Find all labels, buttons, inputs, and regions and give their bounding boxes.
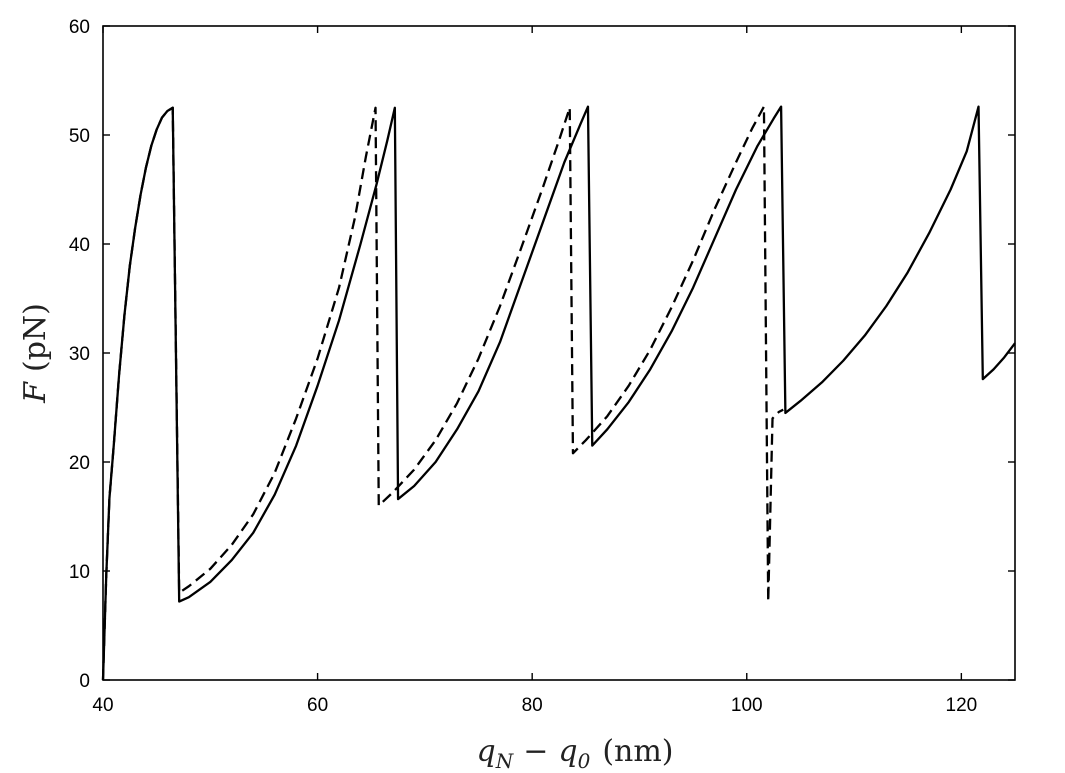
x-tick-label: 40: [92, 695, 113, 716]
y-axis-title-unit: (pN): [18, 303, 53, 372]
y-tick-label: 30: [69, 344, 90, 365]
series-group: [101, 105, 1016, 681]
x-axis-title-unit: (nm): [602, 734, 673, 769]
y-axis-title: F (pN): [18, 303, 53, 404]
dashed-series-line: [101, 105, 784, 681]
y-tick-label: 50: [69, 126, 90, 147]
y-axis-ticks: 0 10 20 30 40 50 60: [69, 17, 1015, 692]
y-tick-label: 20: [69, 453, 90, 474]
y-axis-title-var: F: [18, 381, 53, 404]
x-axis-title-lhs-sub: N: [495, 749, 515, 773]
x-axis-title-rhs-sub: 0: [578, 749, 591, 773]
x-axis-title: qN − q0 (nm): [477, 734, 674, 773]
x-tick-label: 80: [522, 695, 543, 716]
solid-series-line: [101, 105, 1016, 681]
y-tick-label: 40: [69, 235, 90, 256]
x-axis-title-operator: −: [523, 734, 548, 769]
x-axis-title-lhs-var: q: [477, 734, 496, 769]
x-tick-label: 60: [307, 695, 328, 716]
x-tick-label: 120: [946, 695, 978, 716]
y-tick-label: 0: [79, 671, 90, 692]
x-tick-label: 100: [731, 695, 763, 716]
y-tick-label: 10: [69, 562, 90, 583]
plot-frame: [102, 25, 1016, 681]
x-axis-title-rhs-var: q: [558, 734, 577, 769]
y-tick-label: 60: [69, 17, 90, 38]
x-axis-ticks: 40 60 80 100 120: [92, 26, 977, 716]
